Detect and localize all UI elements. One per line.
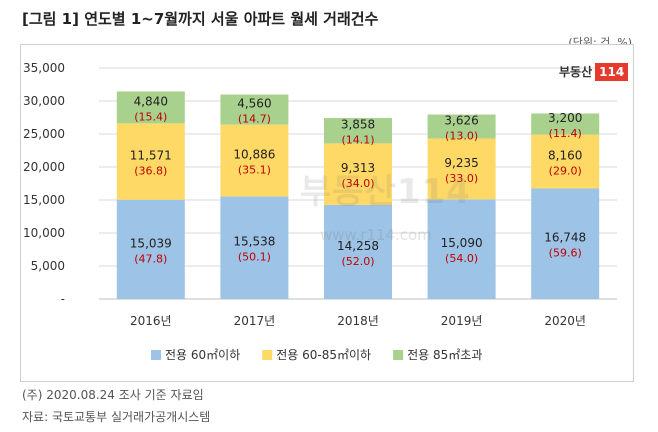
percent-label: (50.1) xyxy=(238,251,271,264)
x-tick-label: 2018년 xyxy=(337,314,379,328)
y-tick-label: 20,000 xyxy=(23,160,65,174)
data-label: 4,840 xyxy=(134,94,168,108)
x-tick-label: 2016년 xyxy=(130,314,172,328)
percent-label: (35.1) xyxy=(238,164,271,177)
percent-label: (14.7) xyxy=(238,113,271,126)
data-label: 3,200 xyxy=(548,111,582,125)
bar-segment xyxy=(324,204,392,299)
percent-label: (47.8) xyxy=(134,252,167,265)
bar-segment xyxy=(116,199,185,299)
percent-label: (54.0) xyxy=(445,252,478,265)
bar-segment xyxy=(531,134,600,189)
percent-label: (36.8) xyxy=(134,165,167,178)
bar-segment xyxy=(427,114,496,139)
percent-label: (14.1) xyxy=(341,134,374,147)
data-label: 16,748 xyxy=(544,231,586,245)
data-label: 9,313 xyxy=(341,161,375,175)
bar-segment xyxy=(220,124,289,197)
legend-label: 전용 60㎡이하 xyxy=(165,348,240,362)
brand-logo: 부동산 114 xyxy=(559,63,629,81)
chart-area: - 5,000 10,000 15,000 20,000 25,000 30,000 35,0… xyxy=(20,44,634,382)
data-label: 15,538 xyxy=(233,235,275,249)
legend-swatch xyxy=(262,350,273,360)
footnote: (주) 2020.08.24 조사 기준 자료임 xyxy=(22,388,204,402)
y-tick-label: 25,000 xyxy=(23,127,65,141)
legend-label: 전용 60-85㎡이하 xyxy=(276,348,371,362)
bar-segment xyxy=(531,188,600,299)
watermark-url: www.r114.com xyxy=(320,226,432,244)
percent-label: (11.4) xyxy=(549,127,582,140)
y-tick-label: 30,000 xyxy=(23,94,65,108)
bar-segment xyxy=(427,199,496,299)
percent-label: (52.0) xyxy=(341,255,374,268)
data-label: 8,160 xyxy=(548,149,582,163)
bar-segment xyxy=(116,91,185,124)
bar-segment xyxy=(324,143,392,205)
legend-swatch xyxy=(151,350,161,360)
chart-title: [그림 1] 연도별 1~7월까지 서울 아파트 월세 거래건수 xyxy=(22,10,379,28)
data-label: 3,626 xyxy=(444,113,478,127)
percent-label: (59.6) xyxy=(549,247,582,260)
x-tick-label: 2020년 xyxy=(544,314,586,328)
bar-segment xyxy=(427,138,496,200)
y-tick-label: 10,000 xyxy=(23,226,65,240)
data-label: 15,090 xyxy=(441,236,483,250)
brand-logo-number: 114 xyxy=(595,63,629,81)
x-tick-label: 2019년 xyxy=(441,314,483,328)
data-label: 14,258 xyxy=(337,239,379,253)
brand-logo-name: 부동산 xyxy=(559,65,593,79)
bar-segment xyxy=(324,117,392,144)
x-tick-label: 2017년 xyxy=(234,314,276,328)
y-tick-label: 35,000 xyxy=(23,61,65,75)
data-label: 3,858 xyxy=(341,118,375,132)
percent-label: (15.4) xyxy=(134,110,167,123)
bar-segment xyxy=(220,196,289,299)
bar-segment xyxy=(220,94,289,125)
stacked-bar-chart: - 5,000 10,000 15,000 20,000 25,000 30,000 35,0… xyxy=(23,61,617,362)
y-tick-label: 5,000 xyxy=(31,259,65,273)
data-label: 9,235 xyxy=(444,156,478,170)
source-note: 자료: 국토교통부 실거래가공개시스템 xyxy=(22,410,211,424)
legend-swatch xyxy=(393,350,404,360)
data-label: 10,886 xyxy=(233,148,275,162)
data-label: 11,571 xyxy=(130,149,172,163)
y-tick-label: - xyxy=(61,292,65,306)
percent-label: (29.0) xyxy=(549,165,582,178)
percent-label: (13.0) xyxy=(445,129,478,142)
data-label: 15,039 xyxy=(130,236,172,250)
bar-segment xyxy=(116,123,185,200)
data-label: 4,560 xyxy=(237,97,271,111)
bar-segment xyxy=(531,113,600,135)
percent-label: (33.0) xyxy=(445,172,478,185)
watermark-logo: 부동산114 xyxy=(300,172,471,212)
percent-label: (34.0) xyxy=(341,177,374,190)
y-tick-label: 15,000 xyxy=(23,193,65,207)
legend-label: 전용 85㎡초과 xyxy=(407,348,482,362)
